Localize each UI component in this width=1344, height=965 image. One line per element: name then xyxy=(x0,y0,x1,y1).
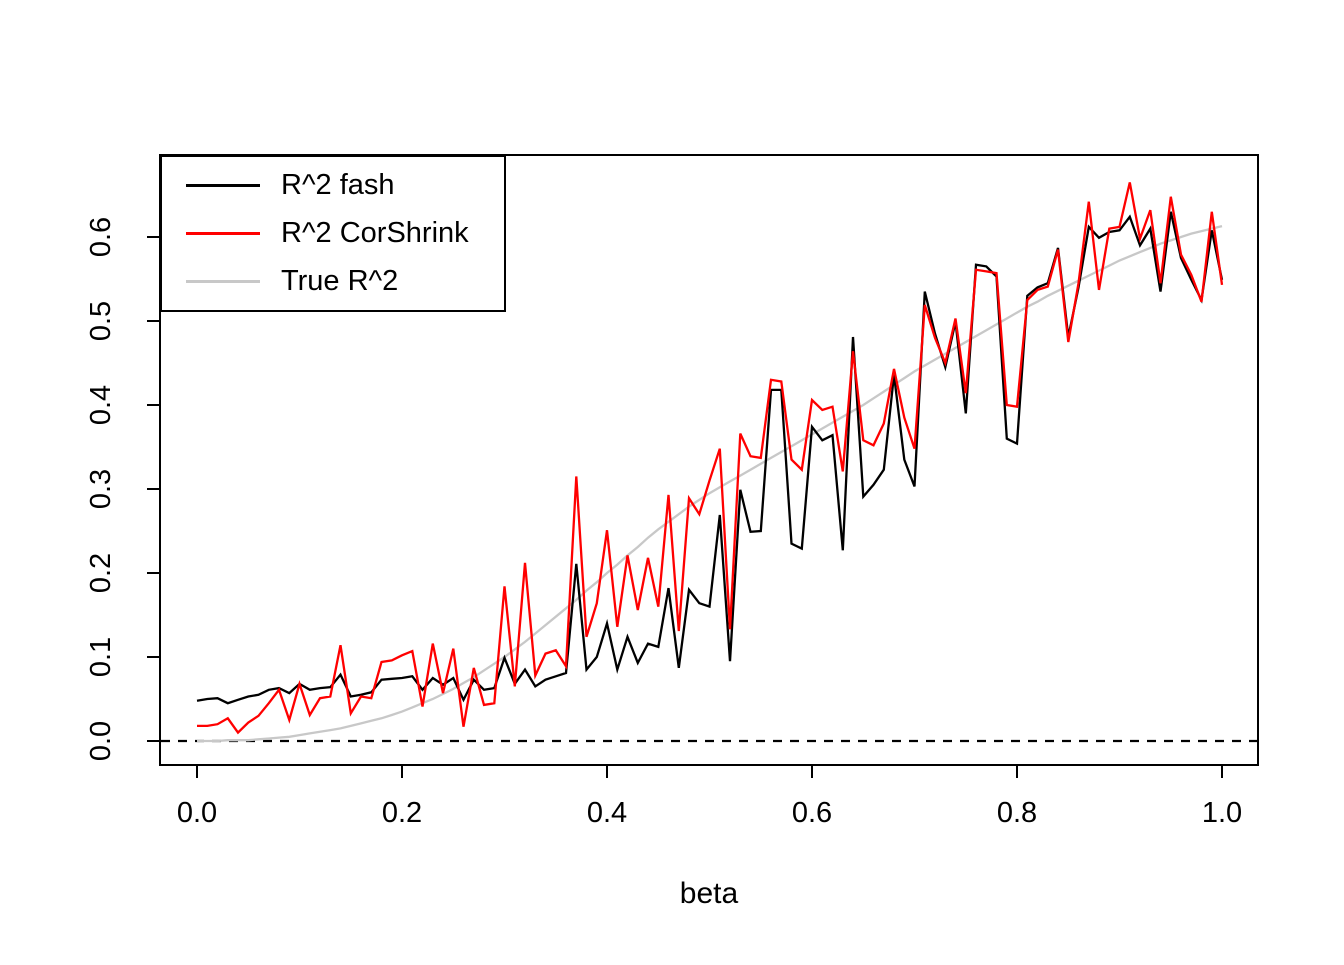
x-tick-label: 0.0 xyxy=(177,797,217,829)
y-axis-ticks: 0.0 0.1 0.2 0.3 0.4 0.5 0.6 xyxy=(85,217,160,761)
corshrink-line-swatch xyxy=(186,232,260,235)
x-tick-label: 1.0 xyxy=(1202,797,1242,829)
y-tick-label: 0.4 xyxy=(85,385,117,425)
legend-row-true-r2: True R^2 xyxy=(162,262,504,301)
x-tick-label: 0.4 xyxy=(587,797,627,829)
x-tick-label: 0.6 xyxy=(792,797,832,829)
legend-row-corshrink: R^2 CorShrink xyxy=(162,214,504,253)
x-axis-title: beta xyxy=(680,877,739,910)
y-tick-label: 0.2 xyxy=(85,553,117,593)
x-axis-ticks: 0.0 0.2 0.4 0.6 0.8 1.0 xyxy=(177,765,1242,829)
fash-line-swatch xyxy=(186,184,260,187)
y-tick-label: 0.0 xyxy=(85,721,117,761)
y-tick-label: 0.3 xyxy=(85,469,117,509)
y-tick-label: 0.1 xyxy=(85,637,117,677)
x-tick-label: 0.2 xyxy=(382,797,422,829)
series-lines xyxy=(196,182,1224,743)
series-line-true-r-2 xyxy=(197,224,1223,743)
legend: R^2 fash R^2 CorShrink True R^2 xyxy=(160,155,506,312)
x-tick-label: 0.8 xyxy=(997,797,1037,829)
legend-label-corshrink: R^2 CorShrink xyxy=(281,217,469,249)
y-tick-label: 0.5 xyxy=(85,301,117,341)
legend-row-fash: R^2 fash xyxy=(162,166,504,205)
true-r2-line-swatch xyxy=(186,280,260,283)
plot-area-border xyxy=(159,154,1259,766)
series-line-r-2-corshrink xyxy=(197,182,1224,735)
y-tick-label: 0.6 xyxy=(85,217,117,257)
legend-label-fash: R^2 fash xyxy=(281,169,395,201)
legend-label-true-r2: True R^2 xyxy=(281,265,399,297)
